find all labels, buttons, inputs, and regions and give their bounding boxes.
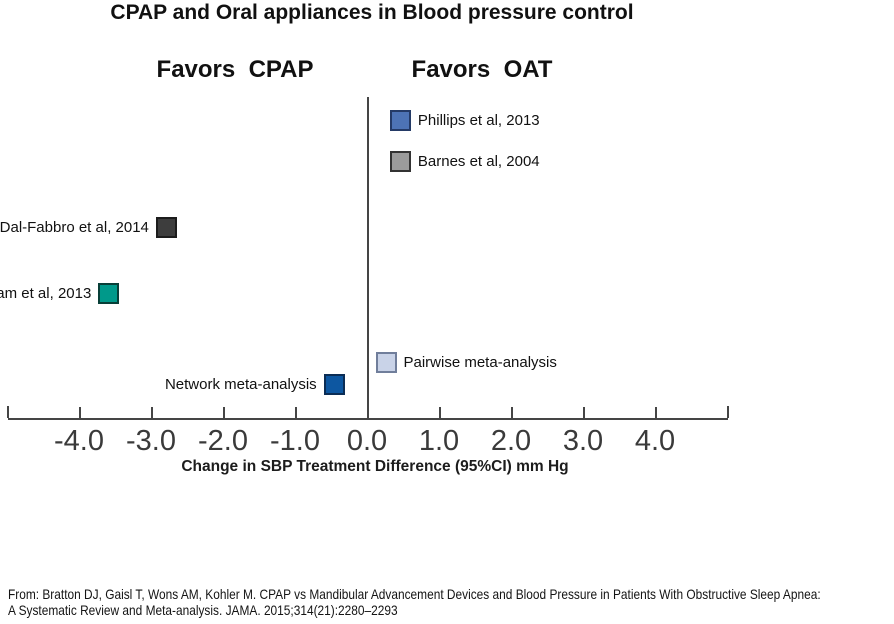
x-axis-tick [295,407,297,418]
study-label: Dal-Fabbro et al, 2014 [0,218,149,236]
x-axis-tick [583,407,585,418]
axis-end-cap [727,406,729,418]
data-point-square [389,109,411,131]
data-point-square [389,150,411,172]
data-point-square [375,351,397,373]
data-point-square [323,373,345,395]
x-axis-tick [655,407,657,418]
study-label: Lam et al, 2013 [0,284,92,302]
data-point-square [155,216,177,238]
x-axis-tick [439,407,441,418]
x-axis-tick [79,407,81,418]
chart-title: CPAP and Oral appliances in Blood pressu… [110,1,634,24]
x-tick-label: -2.0 [198,425,248,457]
x-axis-tick [223,407,225,418]
zero-reference-line [367,97,369,420]
x-axis-tick [151,407,153,418]
study-label: Barnes et al, 2004 [417,152,540,170]
citation-line1: From: Bratton DJ, Gaisl T, Wons AM, Kohl… [8,586,821,602]
x-tick-label: 3.0 [562,425,604,457]
x-tick-label: 2.0 [490,425,532,457]
x-tick-label: -1.0 [270,425,320,457]
x-tick-label: 4.0 [634,425,676,457]
x-tick-label: -4.0 [54,425,104,457]
x-tick-label: 1.0 [418,425,460,457]
x-axis-tick [511,407,513,418]
x-tick-label: 0.0 [346,425,388,457]
citation: From: Bratton DJ, Gaisl T, Wons AM, Kohl… [8,586,821,618]
citation-line2: A Systematic Review and Meta-analysis. J… [8,601,398,618]
axis-end-cap [7,406,9,418]
study-label: Pairwise meta-analysis [403,353,557,371]
study-label: Phillips et al, 2013 [417,111,540,129]
study-label: Network meta-analysis [164,375,317,393]
x-axis-label: Change in SBP Treatment Difference (95%C… [181,458,569,475]
x-tick-label: -3.0 [126,425,176,457]
favors-oat-label: Favors OAT [411,56,553,83]
favors-cpap-label: Favors CPAP [156,56,314,83]
data-point-square [98,282,120,304]
